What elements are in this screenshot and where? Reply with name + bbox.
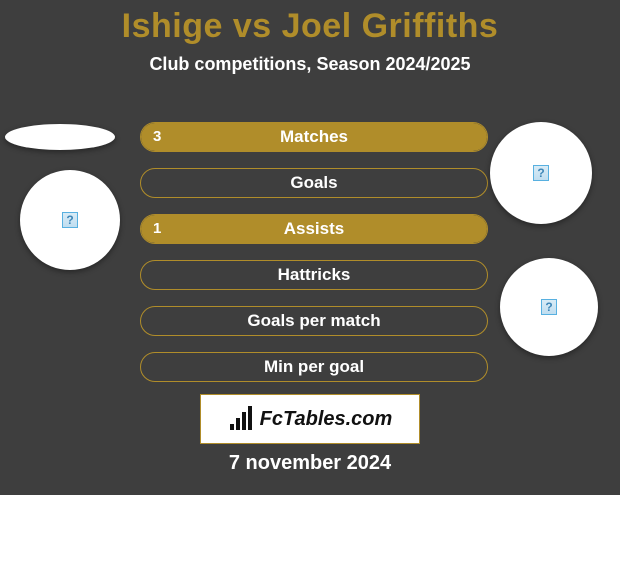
page-title: Ishige vs Joel Griffiths xyxy=(0,7,620,46)
stat-row: Goals per match xyxy=(140,306,488,336)
left-player-avatar: ? xyxy=(20,170,120,270)
left-club-badge xyxy=(5,124,115,150)
stat-row: Hattricks xyxy=(140,260,488,290)
date-text: 7 november 2024 xyxy=(0,452,620,475)
stat-row: Matches3 xyxy=(140,122,488,152)
stat-rows: Matches3 Goals Assists1 Hattricks Goals per … xyxy=(140,122,488,398)
stat-label: Hattricks xyxy=(141,261,487,289)
right-player-avatar: ? xyxy=(500,258,598,356)
stat-row: Min per goal xyxy=(140,352,488,382)
stat-value-left: 1 xyxy=(153,215,161,243)
shield-placeholder-icon: ? xyxy=(533,165,549,181)
person-placeholder-icon: ? xyxy=(541,299,557,315)
brand-footer[interactable]: FcTables.com xyxy=(200,394,420,444)
right-club-badge: ? xyxy=(490,122,592,224)
person-placeholder-icon: ? xyxy=(62,212,78,228)
stat-row: Assists1 xyxy=(140,214,488,244)
stat-label: Assists xyxy=(141,215,487,243)
stat-value-left: 3 xyxy=(153,123,161,151)
stat-label: Goals xyxy=(141,169,487,197)
fctables-logo-icon xyxy=(228,406,254,432)
brand-text: FcTables.com xyxy=(260,408,393,431)
stat-row: Goals xyxy=(140,168,488,198)
stat-label: Min per goal xyxy=(141,353,487,381)
page-subtitle: Club competitions, Season 2024/2025 xyxy=(0,54,620,75)
stat-label: Matches xyxy=(141,123,487,151)
stat-label: Goals per match xyxy=(141,307,487,335)
comparison-card: Ishige vs Joel Griffiths Club competitio… xyxy=(0,0,620,495)
